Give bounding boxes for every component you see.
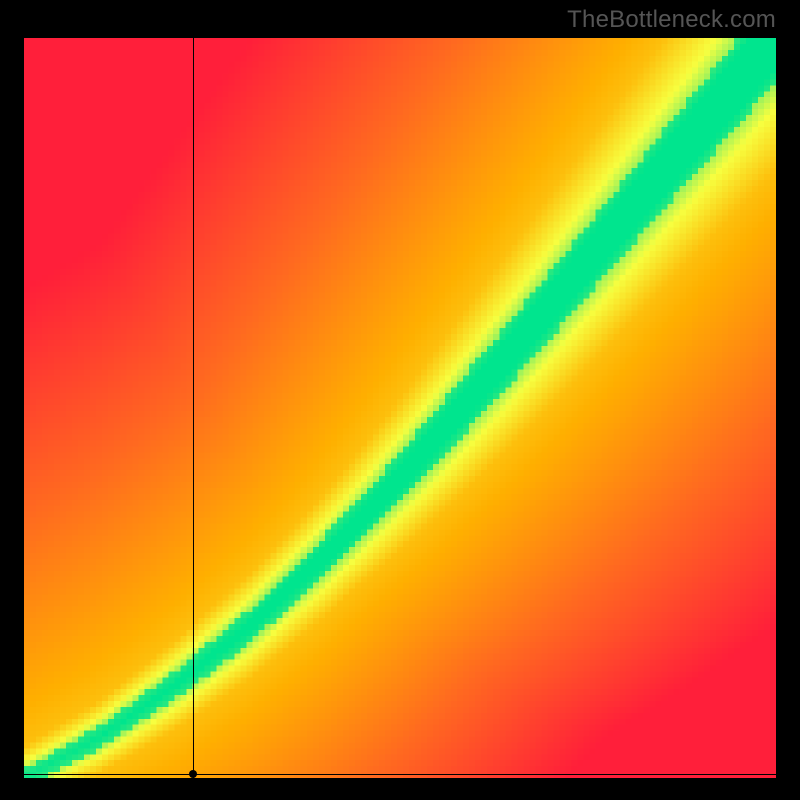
watermark-text: TheBottleneck.com [567, 6, 776, 34]
crosshair-vertical [193, 38, 194, 778]
crosshair-horizontal [24, 774, 776, 775]
crosshair-marker [189, 770, 197, 778]
heatmap-plot [24, 38, 776, 778]
heatmap-canvas [24, 38, 776, 778]
